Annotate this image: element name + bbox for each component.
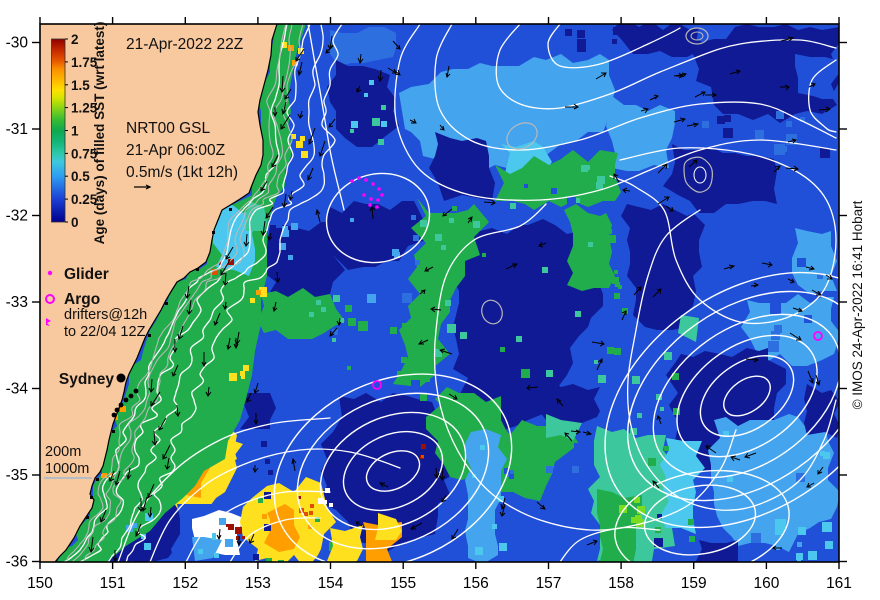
svg-text:1.5: 1.5 [71, 78, 90, 93]
svg-text:1000m: 1000m [45, 461, 89, 477]
svg-text:Glider: Glider [64, 266, 109, 283]
svg-text:-33: -33 [6, 294, 28, 311]
svg-text:0.5m/s (1kt 12h): 0.5m/s (1kt 12h) [126, 164, 238, 181]
svg-text:1: 1 [71, 124, 79, 139]
svg-text:156: 156 [463, 575, 489, 592]
svg-text:1.25: 1.25 [71, 101, 98, 116]
svg-text:155: 155 [390, 575, 416, 592]
svg-text:Age (days) of filled SST (wrt: Age (days) of filled SST (wrt latest) [92, 22, 107, 245]
svg-text:0.5: 0.5 [71, 169, 90, 184]
svg-text:150: 150 [27, 575, 53, 592]
svg-text:21-Apr 06:00Z: 21-Apr 06:00Z [126, 142, 225, 159]
svg-text:Sydney: Sydney [59, 371, 115, 388]
svg-text:-35: -35 [6, 467, 28, 484]
svg-text:NRT00 GSL: NRT00 GSL [126, 120, 211, 137]
svg-text:158: 158 [608, 575, 634, 592]
svg-text:© IMOS 24-Apr-2022 16:41 Hobar: © IMOS 24-Apr-2022 16:41 Hobart [850, 200, 865, 409]
svg-text:152: 152 [172, 575, 198, 592]
svg-text:Argo: Argo [64, 291, 100, 308]
svg-text:151: 151 [100, 575, 126, 592]
svg-text:21-Apr-2022 22Z: 21-Apr-2022 22Z [126, 36, 243, 53]
svg-text:-34: -34 [6, 381, 29, 398]
svg-text:0: 0 [71, 215, 79, 230]
svg-text:-32: -32 [6, 208, 28, 225]
svg-text:2: 2 [71, 32, 79, 47]
svg-text:drifters@12h: drifters@12h [64, 307, 147, 323]
svg-text:-36: -36 [6, 554, 28, 571]
svg-text:to 22/04 12Z: to 22/04 12Z [64, 324, 146, 340]
svg-text:-30: -30 [6, 35, 29, 52]
svg-text:0.75: 0.75 [71, 146, 98, 161]
svg-text:160: 160 [753, 575, 779, 592]
svg-text:159: 159 [681, 575, 707, 592]
svg-text:1.75: 1.75 [71, 55, 98, 70]
svg-text:157: 157 [536, 575, 562, 592]
svg-text:0.25: 0.25 [71, 192, 98, 207]
svg-text:161: 161 [826, 575, 852, 592]
svg-text:-31: -31 [6, 121, 28, 138]
svg-text:200m: 200m [45, 444, 81, 460]
svg-text:153: 153 [245, 575, 271, 592]
svg-text:154: 154 [318, 575, 344, 592]
